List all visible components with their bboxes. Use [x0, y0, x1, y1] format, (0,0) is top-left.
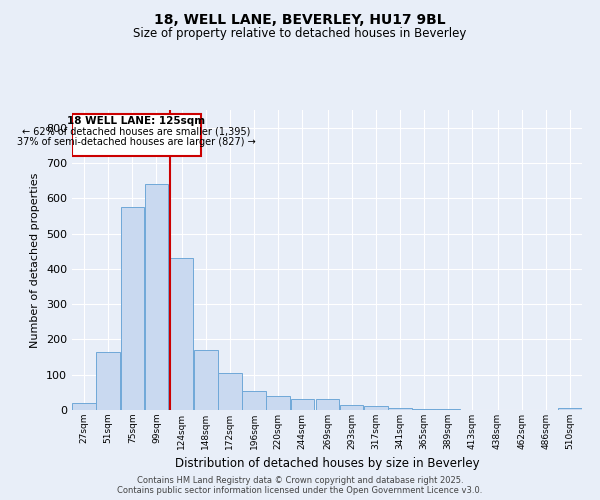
Text: 18 WELL LANE: 125sqm: 18 WELL LANE: 125sqm — [67, 116, 206, 126]
Bar — [121, 207, 144, 410]
Bar — [97, 352, 120, 410]
Bar — [242, 390, 266, 410]
Bar — [388, 408, 412, 410]
Bar — [218, 373, 242, 410]
Text: Contains HM Land Registry data © Crown copyright and database right 2025.: Contains HM Land Registry data © Crown c… — [137, 476, 463, 485]
X-axis label: Distribution of detached houses by size in Beverley: Distribution of detached houses by size … — [175, 458, 479, 470]
FancyBboxPatch shape — [72, 114, 201, 156]
Bar — [316, 400, 340, 410]
Y-axis label: Number of detached properties: Number of detached properties — [31, 172, 40, 348]
Bar — [290, 400, 314, 410]
Bar — [340, 404, 364, 410]
Bar — [266, 396, 290, 410]
Bar — [412, 409, 436, 410]
Bar — [194, 350, 218, 410]
Bar — [72, 403, 96, 410]
Text: Size of property relative to detached houses in Beverley: Size of property relative to detached ho… — [133, 28, 467, 40]
Bar — [364, 406, 388, 410]
Text: 37% of semi-detached houses are larger (827) →: 37% of semi-detached houses are larger (… — [17, 138, 256, 147]
Text: Contains public sector information licensed under the Open Government Licence v3: Contains public sector information licen… — [118, 486, 482, 495]
Text: 18, WELL LANE, BEVERLEY, HU17 9BL: 18, WELL LANE, BEVERLEY, HU17 9BL — [154, 12, 446, 26]
Bar — [558, 408, 582, 410]
Bar — [170, 258, 193, 410]
Bar — [145, 184, 169, 410]
Text: ← 62% of detached houses are smaller (1,395): ← 62% of detached houses are smaller (1,… — [22, 127, 251, 137]
